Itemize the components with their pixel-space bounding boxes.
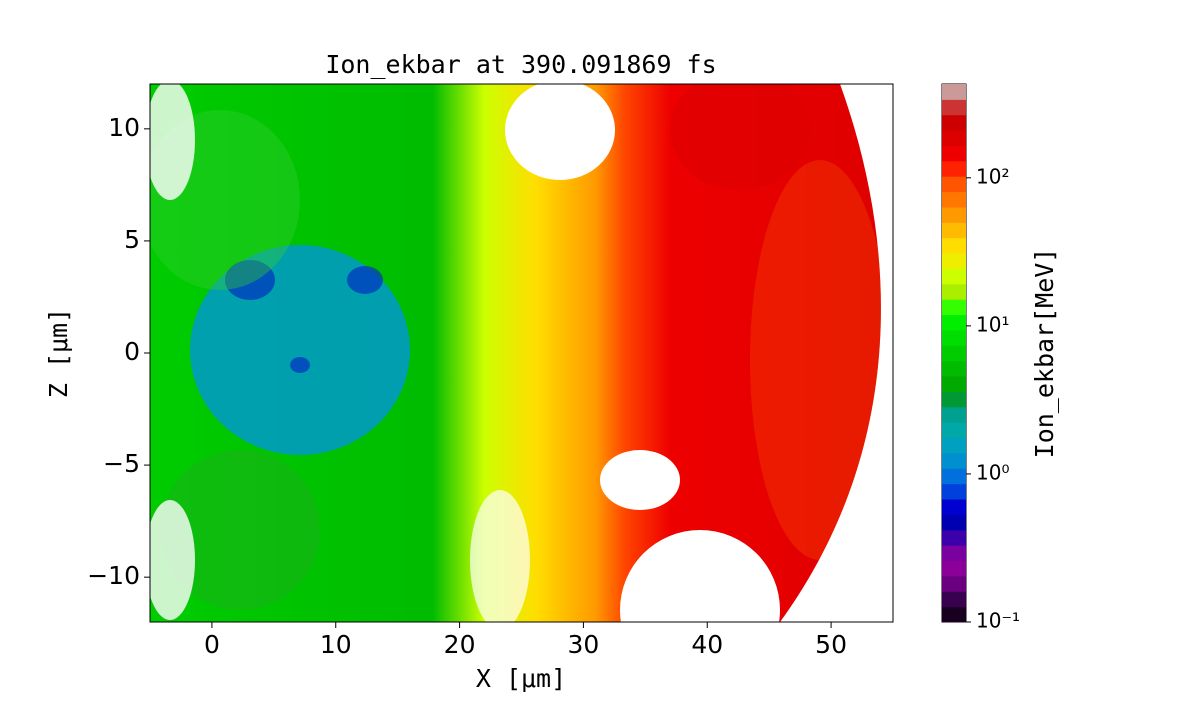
x-tick-label: 10 [320,630,352,659]
colorbar-band [942,268,966,285]
y-tick-label: −5 [103,449,140,478]
y-tick-label: −10 [87,561,140,590]
colorbar-band [942,253,966,269]
colorbar-band [942,314,966,331]
colorbar-band [942,114,966,131]
colorbar-band [942,468,966,485]
x-tick-label: 50 [815,630,847,659]
colorbar-band [942,437,966,454]
colorbar-band [942,545,966,562]
colorbar-label: Ion_ekbar[MeV] [1030,248,1059,459]
colorbar-band [942,345,966,362]
field [150,84,881,622]
colorbar-band [942,406,966,423]
x-tick-label: 30 [568,630,600,659]
y-axis-label: Z [μm] [44,308,73,398]
colorbar-band [942,514,966,531]
x-axis-label: X [μm] [476,664,566,693]
x-tick-label: 20 [444,630,476,659]
chart-title: Ion_ekbar at 390.091869 fs [325,50,716,79]
colorbar-band [942,499,966,515]
colorbar-band [942,160,966,177]
colorbar-band [942,84,966,100]
colorbar-band [942,391,966,408]
colorbar-band [942,299,966,316]
y-tick-label: 0 [124,337,140,366]
colorbar-tick-label: 10⁰ [976,460,1009,484]
x-tick-label: 40 [691,630,723,659]
y-tick-label: 5 [124,225,140,254]
colorbar-band [942,99,966,116]
colorbar-band [942,145,966,162]
colorbar-band [942,422,966,439]
colorbar-band [942,329,966,346]
colorbar-tick-label: 10² [976,164,1009,188]
colorbar-band [942,130,966,146]
colorbar-band [942,560,966,577]
colorbar-band [942,176,966,193]
colorbar-tick-label: 10⁻¹ [976,609,1020,633]
colorbar-band [942,606,966,623]
colorbar-band [942,575,966,592]
colorbar-band [942,376,966,392]
colorbar-band [942,360,966,377]
colorbar-band [942,191,966,208]
colorbar-band [942,452,966,469]
colorbar-band [942,222,966,239]
colorbar-band [942,591,966,608]
y-tick-label: 10 [108,113,140,142]
colorbar-band [942,237,966,254]
colorbar-band [942,529,966,546]
colorbar-tick-label: 10¹ [976,312,1009,336]
colorbar-band [942,206,966,223]
colorbar-band [942,283,966,300]
colorbar-band [942,483,966,500]
x-tick-label: 0 [204,630,220,659]
